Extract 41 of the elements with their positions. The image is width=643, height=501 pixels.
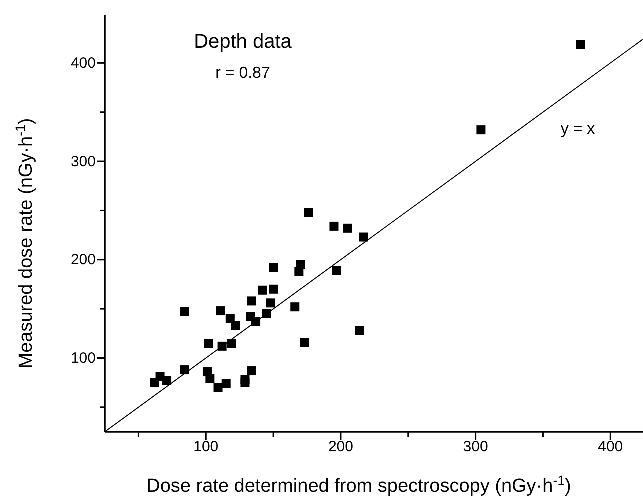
y-tick-label: 300 bbox=[70, 153, 96, 170]
point bbox=[214, 383, 223, 392]
point bbox=[180, 366, 190, 375]
y-tick-label: 400 bbox=[70, 54, 96, 72]
y-tick-label: 200 bbox=[70, 252, 96, 269]
point bbox=[269, 263, 278, 272]
point bbox=[330, 222, 339, 231]
x-tick-label: 300 bbox=[463, 438, 488, 456]
point bbox=[204, 338, 214, 348]
point bbox=[206, 374, 215, 384]
point bbox=[359, 232, 368, 242]
point bbox=[476, 126, 486, 135]
point bbox=[216, 306, 226, 316]
point bbox=[247, 296, 256, 306]
point bbox=[355, 326, 364, 336]
x-tick-label: 400 bbox=[598, 438, 624, 456]
point bbox=[576, 40, 586, 50]
point bbox=[162, 376, 172, 386]
point bbox=[231, 321, 240, 330]
point bbox=[226, 314, 235, 324]
point bbox=[269, 284, 278, 294]
point bbox=[290, 302, 300, 312]
point bbox=[300, 338, 310, 347]
point bbox=[240, 378, 250, 388]
annotation: Depth data bbox=[194, 31, 293, 53]
point bbox=[304, 208, 314, 218]
point bbox=[247, 366, 256, 376]
point bbox=[180, 308, 190, 317]
point bbox=[294, 267, 304, 276]
point bbox=[343, 224, 352, 233]
annotation: y = x bbox=[560, 121, 596, 138]
y-tick-label: 100 bbox=[70, 350, 96, 368]
x-tick-label: 200 bbox=[328, 438, 354, 456]
annotation: r = 0.87 bbox=[216, 65, 270, 82]
x-tick-label: 100 bbox=[194, 438, 219, 456]
point bbox=[227, 338, 236, 348]
point bbox=[222, 379, 231, 388]
point bbox=[258, 286, 268, 295]
point bbox=[266, 298, 276, 308]
x-axis-title: Dose rate determined from spectroscopy (nGy·h$^{-1}$) bbox=[146, 472, 572, 497]
point bbox=[332, 266, 342, 276]
